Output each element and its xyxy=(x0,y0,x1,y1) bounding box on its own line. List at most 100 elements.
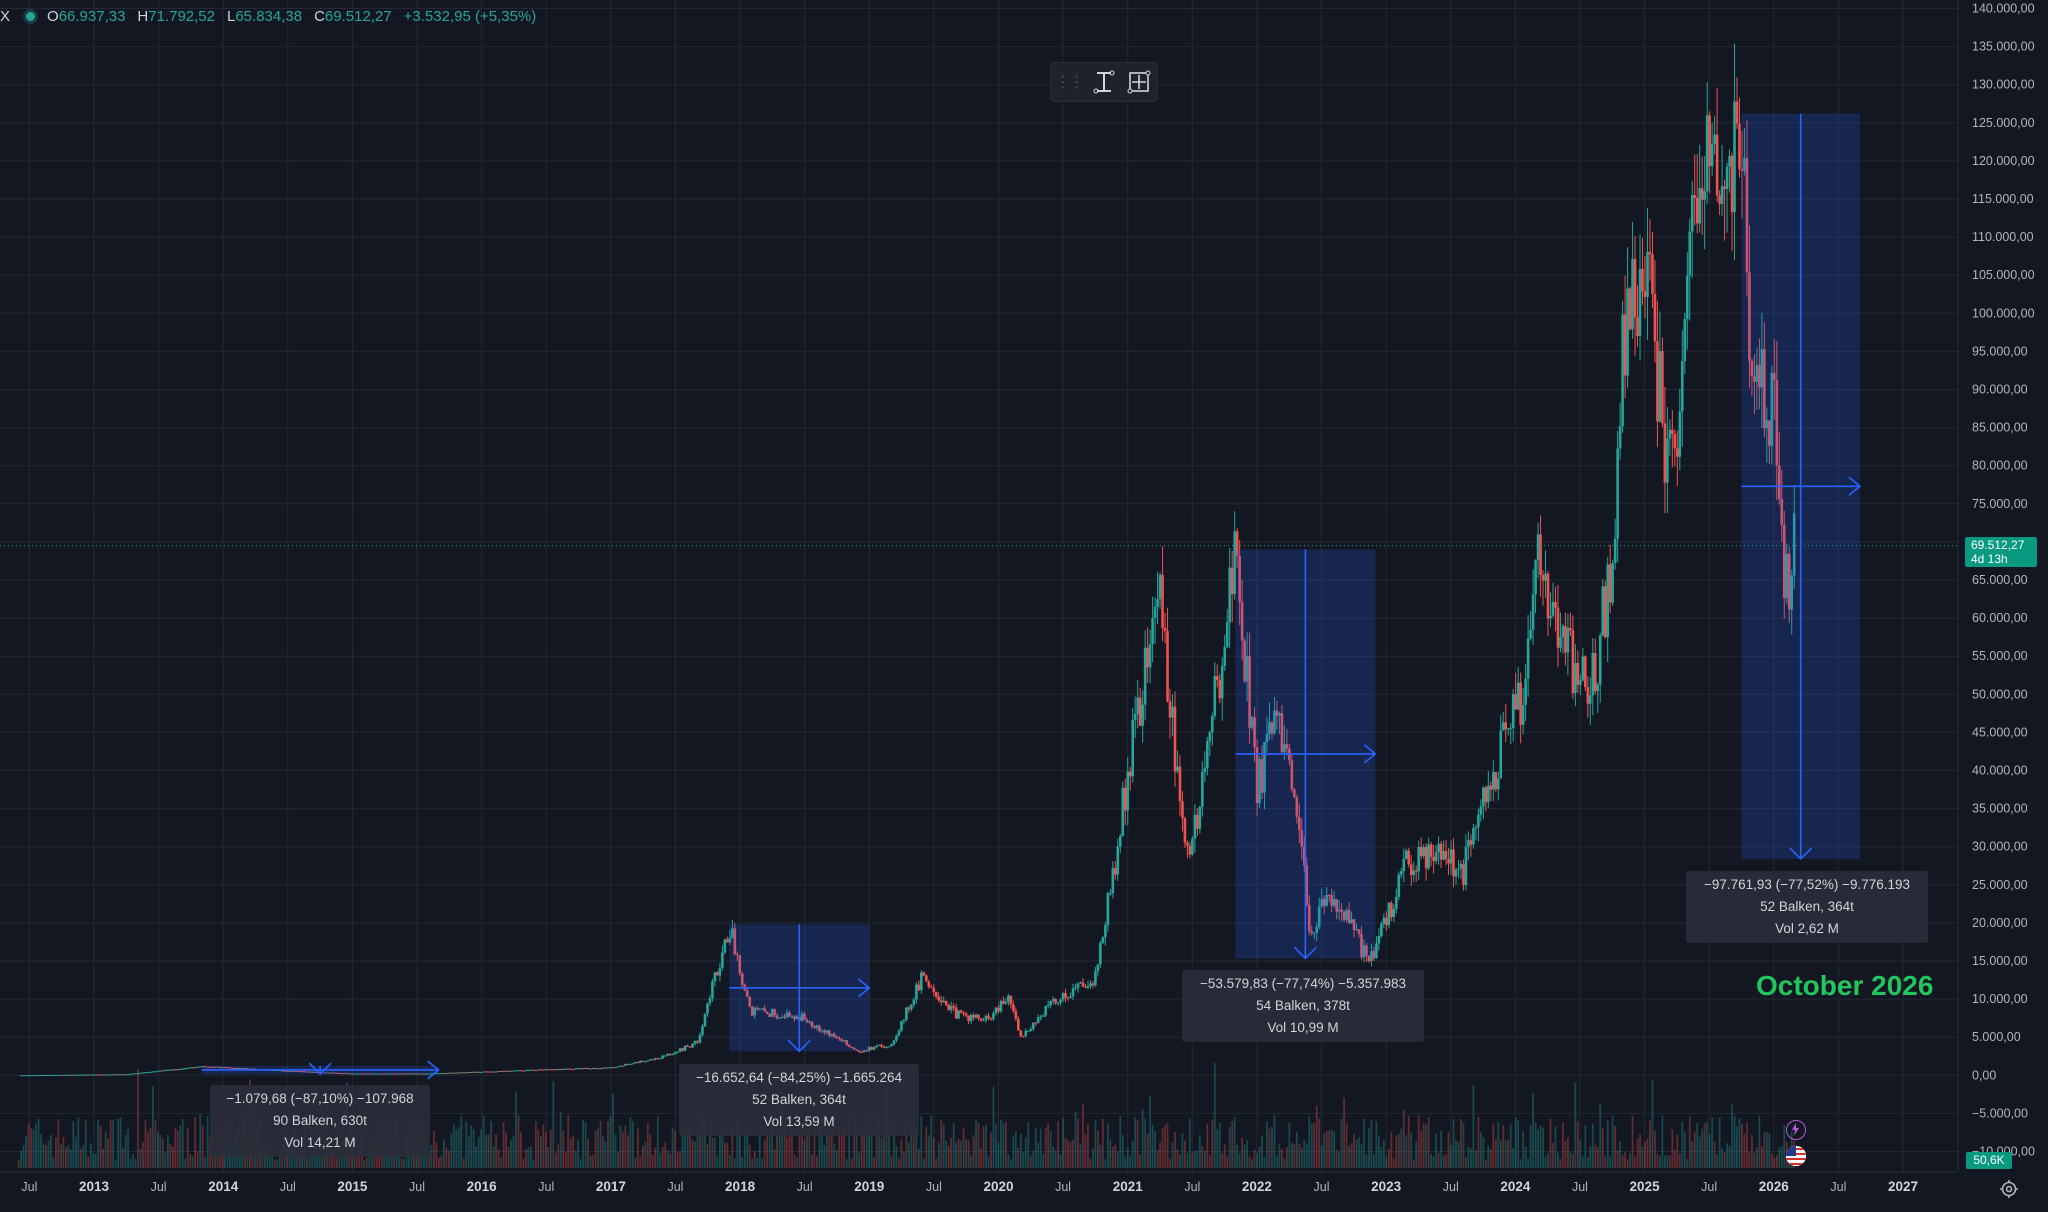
candle-body xyxy=(897,1030,901,1036)
volume-bar xyxy=(22,1145,25,1168)
volume-bar xyxy=(475,1146,478,1168)
volume-bar xyxy=(17,1159,20,1168)
candle-body xyxy=(977,1014,980,1019)
y-tick-label: 95.000,00 xyxy=(1972,344,2028,358)
volume-bar xyxy=(1290,1142,1293,1168)
measurement-label[interactable]: −16.652,64 (−84,25%) −1.665.264 52 Balke… xyxy=(679,1064,919,1136)
volume-bar xyxy=(567,1115,570,1168)
candle-body xyxy=(805,1019,809,1022)
candle-body xyxy=(395,1073,398,1075)
candle-body xyxy=(59,1074,63,1076)
volume-bar xyxy=(189,1153,192,1168)
measurement-label[interactable]: −97.761,93 (−77,52%) −9.776.193 52 Balke… xyxy=(1686,871,1928,943)
settings-gear-icon[interactable] xyxy=(1998,1178,2020,1200)
candle-body xyxy=(22,1075,25,1077)
candle-body xyxy=(397,1073,401,1075)
drag-handle-icon[interactable]: ⋮⋮ xyxy=(1054,74,1085,91)
volume-bar xyxy=(1099,1144,1102,1168)
volume-bar xyxy=(465,1121,468,1168)
volume-bar xyxy=(860,1125,863,1168)
volume-bar xyxy=(520,1131,522,1168)
candle-body xyxy=(1181,801,1184,819)
x-tick-label: 2014 xyxy=(208,1179,239,1194)
candle-body xyxy=(629,1063,632,1065)
candle-body xyxy=(206,1066,209,1068)
candle-body xyxy=(1303,846,1306,866)
candle-body xyxy=(412,1073,416,1075)
candle-body xyxy=(1305,865,1309,905)
volume-bar xyxy=(154,1120,157,1168)
candle-body xyxy=(1002,1000,1005,1004)
volume-bar xyxy=(147,1132,149,1168)
candle-body xyxy=(1683,319,1687,361)
volume-bar xyxy=(1116,1151,1119,1168)
volume-bar xyxy=(1569,1151,1572,1168)
candle-body xyxy=(1312,933,1316,935)
volume-bar xyxy=(1007,1154,1010,1168)
candle-body xyxy=(934,992,938,997)
candle-body xyxy=(1024,1030,1028,1037)
measurement-label[interactable]: −1.079,68 (−87,10%) −107.968 90 Balken, … xyxy=(210,1085,430,1157)
volume-bar xyxy=(1131,1141,1134,1168)
lightning-icon[interactable] xyxy=(1786,1120,1806,1140)
candle-body xyxy=(1569,627,1572,631)
volume-bar xyxy=(181,1119,184,1168)
volume-bar xyxy=(791,1132,793,1168)
volume-bar xyxy=(1517,1120,1520,1168)
volume-bar xyxy=(644,1142,647,1168)
volume-bar xyxy=(450,1132,453,1168)
volume-bar xyxy=(579,1159,582,1168)
volume-bar xyxy=(1019,1134,1022,1168)
volume-bar xyxy=(609,1116,612,1168)
volume-bar xyxy=(365,1158,368,1168)
date-price-range-icon[interactable] xyxy=(1090,68,1118,96)
candle-body xyxy=(77,1074,80,1076)
annotation-text[interactable]: October 2026 xyxy=(1756,970,1934,1001)
volume-bar xyxy=(701,1116,704,1168)
volume-bar xyxy=(525,1149,527,1168)
candle-body xyxy=(579,1068,582,1070)
candle-body xyxy=(211,1067,214,1069)
volume-bar xyxy=(1059,1154,1062,1168)
volume-bar xyxy=(731,1129,734,1168)
candle-body xyxy=(1748,272,1751,361)
candle-body xyxy=(522,1070,525,1072)
candle-body xyxy=(634,1062,637,1064)
measure-icon[interactable] xyxy=(1125,68,1153,96)
volume-bar xyxy=(1323,1132,1326,1168)
volume-bar xyxy=(922,1158,925,1168)
candle-body xyxy=(534,1070,538,1072)
volume-bar xyxy=(1649,1120,1651,1168)
us-flag-icon[interactable] xyxy=(1786,1146,1806,1166)
candle-body xyxy=(788,1012,791,1017)
volume-bar xyxy=(746,1131,749,1168)
volume-bar xyxy=(1136,1119,1139,1168)
candle-body xyxy=(621,1065,625,1067)
candle-body xyxy=(1201,771,1204,807)
candle-body xyxy=(502,1070,505,1072)
candle-body xyxy=(507,1070,510,1072)
candle-body xyxy=(1626,288,1629,376)
candle-body xyxy=(1611,562,1614,603)
volume-bar xyxy=(1547,1153,1549,1168)
volume-bar xyxy=(1778,1147,1781,1168)
candle-body xyxy=(1101,937,1105,943)
candle-body xyxy=(875,1045,878,1047)
candle-body xyxy=(181,1068,185,1070)
measurement-label[interactable]: −53.579,83 (−77,74%) −5.357.983 54 Balke… xyxy=(1182,970,1424,1042)
candle-body xyxy=(1728,156,1731,167)
volume-bar xyxy=(370,1147,373,1168)
symbol-name[interactable]: X xyxy=(0,7,11,25)
candle-body xyxy=(1365,945,1368,956)
candle-body xyxy=(1561,626,1565,638)
x-tick-label: Jul xyxy=(1314,1180,1330,1194)
candle-body xyxy=(330,1072,334,1074)
candle-body xyxy=(1315,926,1319,934)
candle-body xyxy=(1193,814,1197,839)
y-tick-label: 10.000,00 xyxy=(1972,992,2028,1006)
volume-bar xyxy=(171,1146,174,1168)
volume-bar xyxy=(699,1135,701,1168)
candle-body xyxy=(1320,898,1324,907)
